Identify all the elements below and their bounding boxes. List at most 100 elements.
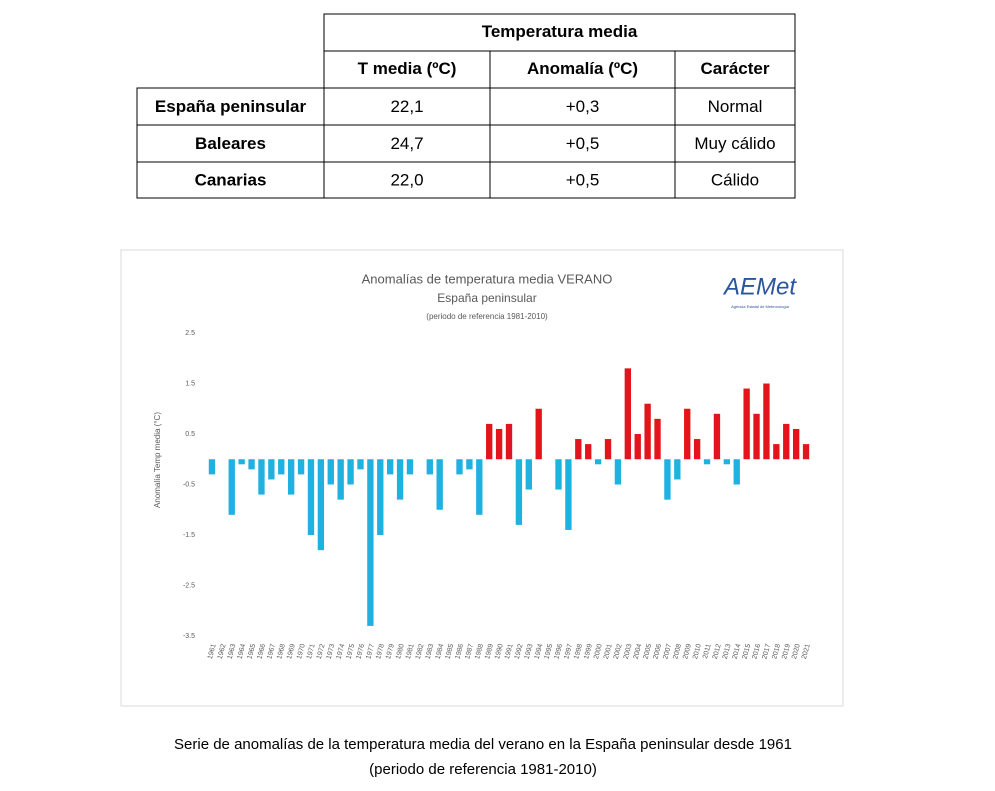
x-tick-label: 2003 [623, 643, 634, 660]
y-tick-label: -2.5 [183, 582, 195, 589]
table-title: Temperatura media [482, 22, 638, 41]
bar [664, 459, 671, 500]
y-tick-label: 0.5 [185, 431, 195, 438]
bar [387, 459, 394, 475]
x-tick-label: 1967 [266, 643, 277, 660]
x-tick-label: 1981 [405, 643, 416, 660]
x-tick-label: 2010 [692, 643, 703, 660]
x-tick-label: 2017 [761, 643, 772, 660]
x-tick-label: 1978 [375, 643, 386, 660]
x-tick-label: 2020 [791, 643, 802, 660]
table-value: +0,5 [566, 170, 600, 189]
table-value: 22,0 [390, 170, 423, 189]
caption-line: Serie de anomalías de la temperatura med… [174, 736, 792, 753]
x-tick-label: 1992 [514, 643, 525, 660]
bar [327, 459, 334, 485]
logo-subtitle: Agencia Estatal de Meteorología [731, 304, 790, 309]
bar [693, 439, 701, 460]
bar [297, 459, 305, 475]
bar [248, 459, 255, 470]
x-tick-label: 1983 [425, 643, 436, 660]
bar [268, 459, 275, 480]
bar [436, 459, 443, 510]
bar [238, 459, 245, 465]
x-tick-label: 2011 [702, 643, 713, 659]
bar [585, 444, 592, 460]
x-tick-label: 2013 [722, 643, 733, 660]
bar [684, 408, 691, 460]
chart-subtitle: España peninsular [437, 291, 536, 305]
y-tick-label: -1.5 [183, 532, 195, 539]
bar [535, 408, 542, 460]
bar [317, 459, 325, 551]
x-tick-label: 1998 [573, 643, 584, 660]
column-header: T media (ºC) [358, 59, 457, 78]
bar [476, 459, 483, 515]
x-tick-label: 1991 [504, 643, 515, 660]
column-header: Carácter [701, 59, 770, 78]
caption-line: (periodo de referencia 1981-2010) [369, 761, 597, 778]
bar [466, 459, 473, 470]
x-tick-label: 2021 [801, 643, 812, 660]
bar [594, 459, 602, 465]
y-tick-label: -0.5 [183, 481, 195, 488]
x-tick-label: 1996 [553, 643, 564, 660]
x-tick-label: 1977 [365, 643, 376, 660]
x-tick-label: 1980 [395, 643, 406, 660]
bar [278, 459, 285, 475]
table-value: Normal [708, 97, 763, 116]
x-tick-label: 2002 [613, 643, 624, 660]
bar [802, 444, 810, 460]
bar [486, 423, 493, 460]
bar [426, 459, 433, 475]
x-tick-label: 1962 [217, 643, 228, 660]
x-tick-label: 2012 [712, 643, 723, 660]
table-cell [674, 161, 796, 199]
table-value: Cálido [711, 170, 759, 189]
bar [614, 459, 622, 485]
x-tick-label: 1975 [345, 643, 356, 660]
bar [634, 434, 641, 460]
x-tick-label: 1965 [246, 643, 257, 660]
x-tick-label: 1968 [276, 643, 287, 660]
bar [565, 459, 572, 530]
y-tick-label: 2.5 [185, 330, 195, 337]
x-tick-label: 2015 [742, 643, 753, 660]
bar [674, 459, 681, 480]
bar [495, 428, 503, 460]
row-header: Baleares [195, 134, 266, 153]
bar [307, 459, 315, 535]
x-tick-label: 1963 [227, 643, 238, 660]
chart-note: (periodo de referencia 1981-2010) [426, 312, 548, 321]
bar [753, 413, 760, 460]
x-tick-label: 2018 [771, 643, 782, 660]
bar [713, 413, 721, 460]
y-tick-label: -3.5 [183, 633, 195, 640]
table-value: +0,3 [566, 97, 600, 116]
x-tick-label: 1990 [494, 643, 505, 660]
bar [743, 388, 750, 460]
table-value: +0,5 [566, 134, 600, 153]
bar [357, 459, 364, 470]
bar [515, 459, 523, 525]
x-tick-label: 2001 [603, 643, 614, 660]
y-tick-label: 1.5 [185, 380, 195, 387]
y-axis-label: Anomalía Temp media (°C) [153, 412, 162, 508]
x-tick-label: 1972 [316, 643, 327, 660]
bar [703, 459, 711, 465]
x-tick-label: 1987 [464, 643, 475, 660]
bar [763, 383, 770, 460]
row-header: España peninsular [155, 97, 307, 116]
bar [456, 459, 463, 475]
bar [505, 423, 513, 460]
x-tick-label: 2000 [593, 643, 604, 660]
bar [644, 403, 651, 460]
bar [208, 459, 216, 475]
x-tick-label: 1971 [306, 643, 317, 660]
bar [604, 439, 612, 460]
x-tick-label: 2009 [682, 643, 693, 660]
bar [337, 459, 344, 500]
row-header: Canarias [195, 170, 267, 189]
x-tick-label: 1961 [207, 643, 218, 660]
